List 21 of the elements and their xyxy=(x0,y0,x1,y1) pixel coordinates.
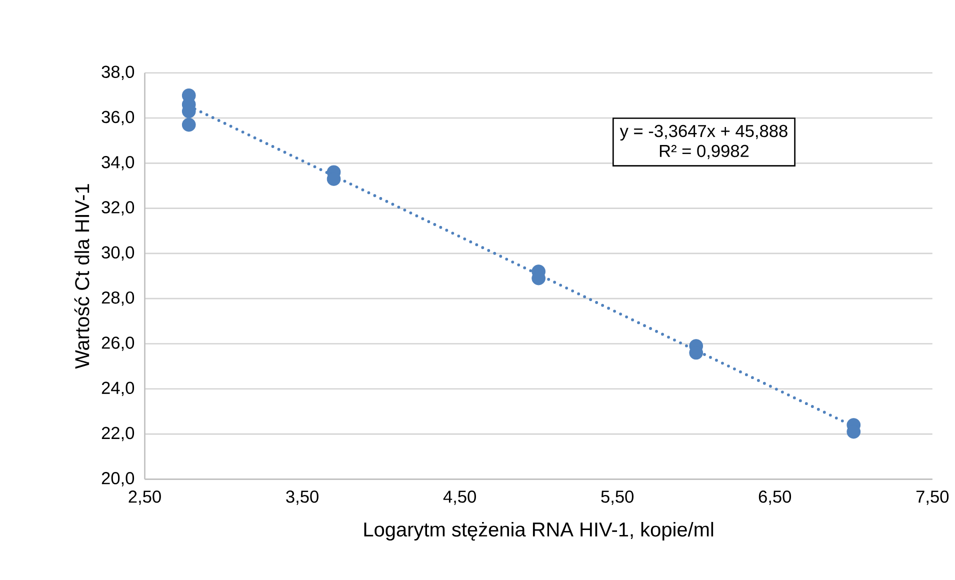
y-tick-label: 32,0 xyxy=(102,201,134,216)
annotation: R² = 0,9982 xyxy=(660,144,749,160)
x-tick-label: 3,50 xyxy=(286,490,318,505)
x-tick-label: 6,50 xyxy=(758,490,792,505)
x-tick-label: 5,50 xyxy=(601,490,634,505)
x-axis-title: Logarytm stężenia RNA HIV-1, kopie/ml xyxy=(364,522,714,541)
y-tick-label: 30,0 xyxy=(102,246,134,261)
y-tick-label: 22,0 xyxy=(102,426,134,442)
annotation: y = -3,3647x + 45,888 xyxy=(620,124,788,141)
y-axis-title: Wartość Ct dla HIV-1 xyxy=(74,184,90,369)
y-tick-label: 26,0 xyxy=(102,336,134,351)
y-tick-label: 38,0 xyxy=(102,66,134,80)
x-tick-label: 4,50 xyxy=(443,490,476,505)
y-tick-label: 20,0 xyxy=(102,472,134,486)
y-tick-label: 36,0 xyxy=(102,110,134,126)
x-tick-label: 2,50 xyxy=(128,490,161,505)
y-tick-label: 34,0 xyxy=(102,156,134,170)
point xyxy=(182,118,196,132)
y-tick-label: 24,0 xyxy=(102,382,134,396)
x-tick-label: 7,50 xyxy=(916,490,949,505)
y-tick-label: 28,0 xyxy=(102,291,134,306)
